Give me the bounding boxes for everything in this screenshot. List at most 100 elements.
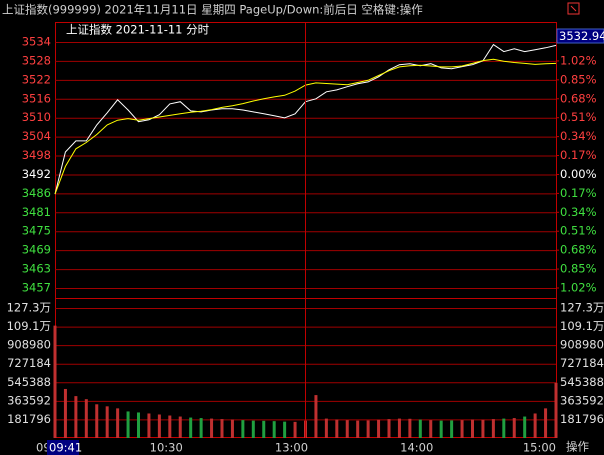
cursor-time-box [47, 440, 79, 455]
volume-bar [84, 399, 88, 438]
y-tick-label: 3469 [22, 243, 51, 257]
y2-tick-label: 0.68% [560, 91, 597, 105]
volume-bar [491, 419, 495, 438]
volume-bar [178, 416, 182, 438]
y-tick-label: 3510 [22, 110, 51, 124]
y-tick-label: 545388 [7, 375, 51, 389]
volume-bar [408, 418, 412, 438]
volume-bar [63, 388, 67, 438]
volume-bar [95, 404, 99, 438]
volume-bar [533, 413, 537, 438]
volume-bar [377, 419, 381, 438]
y-tick-label: 3492 [22, 167, 51, 181]
x-tick-label: 15:00 [523, 441, 556, 455]
y2-tick-label: 0.34% [560, 205, 597, 219]
volume-bar [335, 419, 339, 438]
y2-tick-label: 727184 [560, 356, 604, 370]
volume-bar [220, 419, 224, 438]
volume-bar [554, 382, 558, 438]
y-tick-label: 363592 [7, 393, 51, 407]
y-tick-label: 3516 [22, 91, 51, 105]
close-icon-line [570, 5, 577, 12]
footer-button[interactable]: 操作 [566, 440, 589, 454]
volume-bar [523, 416, 527, 438]
cursor-time: 09:41 [49, 441, 82, 455]
y2-tick-label: 0.00% [560, 167, 597, 181]
y-tick-label: 3528 [22, 53, 51, 67]
y-tick-label: 3475 [22, 224, 51, 238]
volume-bar [230, 419, 234, 438]
volume-bar [116, 408, 120, 438]
volume-bar [397, 418, 401, 438]
volume-bar [210, 418, 214, 438]
volume-bar [293, 421, 297, 438]
y2-tick-label: 1.02% [560, 281, 597, 295]
y-tick-label: 109.1万 [7, 319, 51, 333]
close-icon[interactable] [567, 2, 580, 15]
y2-tick-label: 908980 [560, 338, 604, 352]
volume-bar [147, 413, 151, 438]
x-tick-label: 14:00 [400, 441, 433, 455]
volume-bar [199, 418, 203, 438]
current-price: 3532.94 [559, 29, 604, 43]
y2-tick-label: 0.85% [560, 72, 597, 86]
volume-bar [345, 420, 349, 438]
volume-bar [241, 420, 245, 438]
plot: 3534 3528 3522 3516 3510 3504 3498 3492 3486 3481… [7, 22, 604, 455]
y2-tick-label: 0.51% [560, 224, 597, 238]
y2-tick-label: 545388 [560, 375, 604, 389]
volume-bar [450, 420, 454, 438]
y2-tick-label: 1.02% [560, 53, 597, 67]
y-tick-label: 3522 [22, 72, 51, 86]
y-tick-label: 3486 [22, 186, 51, 200]
chart-title: 上证指数 2021-11-11 分时 [66, 23, 210, 37]
volume-bar [168, 415, 172, 438]
y-tick-label: 3498 [22, 148, 51, 162]
volume-bar [502, 418, 506, 438]
volume-bar [387, 419, 391, 438]
volume-bar [53, 325, 57, 438]
volume-bar [314, 395, 318, 438]
y2-tick-label: 0.17% [560, 186, 597, 200]
y-tick-label: 908980 [7, 338, 51, 352]
y2-tick-label: 0.51% [560, 110, 597, 124]
y-tick-label: 3534 [22, 35, 51, 49]
volume-bar [74, 396, 78, 438]
y2-tick-label: 0.85% [560, 262, 597, 276]
volume-bar [189, 417, 193, 438]
volume-bar [512, 418, 516, 438]
x-tick-label: 13:00 [275, 441, 308, 455]
y2-tick-label: 363592 [560, 393, 604, 407]
y-tick-label: 3481 [22, 205, 51, 219]
y-tick-label: 3504 [22, 129, 51, 143]
volume-bar [418, 419, 422, 438]
volume-bar [126, 411, 130, 438]
volume-bar [262, 420, 266, 438]
volume-bar [366, 420, 370, 438]
current-price-box [556, 28, 604, 44]
title-bar: 上证指数(999999) 2021年11月11日 星期四 PageUp/Down… [2, 3, 423, 17]
y2-tick-label: 0.68% [560, 243, 597, 257]
y-tick-label: 727184 [7, 356, 51, 370]
y2-tick-label: 181796 [560, 412, 604, 426]
volume-bar [157, 414, 161, 438]
y2-tick-label: 0.34% [560, 129, 597, 143]
volume-bar [471, 419, 474, 438]
y2-tick-label: 109.1万 [560, 319, 604, 333]
y-tick-label: 181796 [7, 412, 51, 426]
y-tick-label: 3463 [22, 262, 51, 276]
volume-bar [137, 412, 140, 438]
volume-bar [105, 406, 109, 438]
volume-bar [251, 420, 255, 438]
volume-bar [324, 418, 328, 438]
y-tick-label: 127.3万 [7, 301, 51, 315]
volume-bar [481, 419, 485, 438]
y-tick-label: 3457 [22, 281, 51, 295]
volume-bar [356, 420, 360, 438]
y2-tick-label: 127.3万 [560, 301, 604, 315]
volume-bar [429, 420, 433, 438]
y2-tick-label: 0.17% [560, 148, 597, 162]
